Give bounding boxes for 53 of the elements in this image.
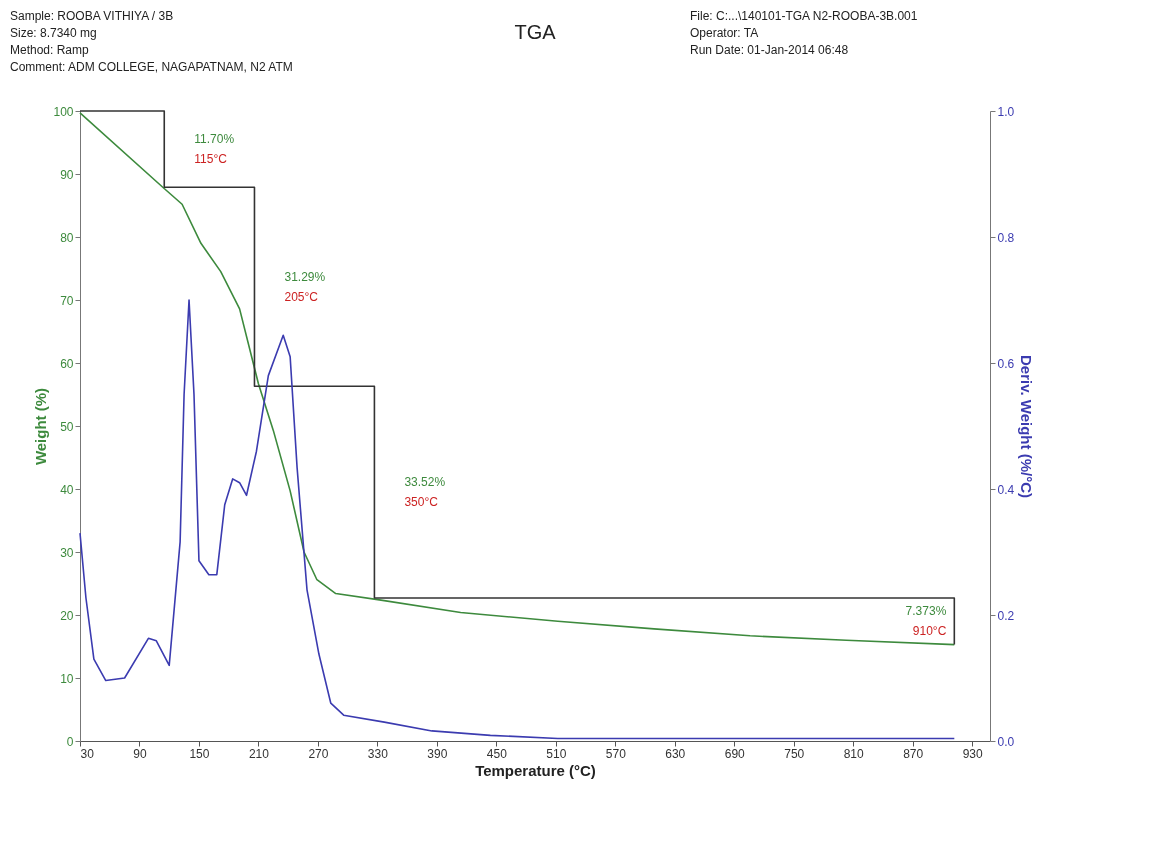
x-tick-label: 570 — [605, 746, 627, 761]
annotation: 910°C — [912, 624, 947, 639]
y-tick-label: 50 — [60, 419, 74, 434]
y-tick-label: 60 — [60, 356, 74, 371]
y2-tick-label: 1.0 — [997, 104, 1015, 119]
x-tick-label: 930 — [962, 746, 983, 761]
annotation: 115°C — [194, 152, 228, 167]
x-tick-label: 90 — [133, 746, 147, 761]
y-tick-label: 0 — [66, 734, 74, 749]
text: Run Date: 01-Jan-2014 06:48 — [690, 43, 849, 57]
x-tick-label: 450 — [486, 746, 508, 761]
x-tick-label: 30 — [80, 746, 95, 761]
x-tick-label: 750 — [784, 746, 805, 761]
y-tick-label: 30 — [60, 545, 74, 560]
annotation: 31.29% — [284, 269, 326, 284]
y-tick-label: 10 — [60, 671, 74, 686]
x-tick-label: 690 — [724, 746, 746, 761]
y-axis-title: Weight (%) — [32, 387, 50, 466]
y-tick-label: 40 — [60, 482, 74, 497]
y-tick-label: 20 — [60, 608, 74, 623]
chart-title: TGA — [514, 21, 557, 43]
y2-tick-label: 0.8 — [997, 230, 1015, 245]
y2-tick-label: 0.6 — [997, 356, 1015, 371]
x-tick-label: 870 — [903, 746, 924, 761]
text: Sample: ROOBA VITHIYA / 3B — [10, 9, 174, 23]
annotation: 33.52% — [404, 475, 446, 490]
x-tick-label: 150 — [189, 746, 210, 761]
text: Size: 8.7340 mg — [10, 26, 97, 40]
text: Operator: TA — [690, 26, 759, 40]
y-tick-label: 80 — [60, 230, 74, 245]
x-tick-label: 330 — [367, 746, 389, 761]
text: File: C:...\140101-TGA N2-ROOBA-3B.001 — [690, 9, 918, 23]
x-tick-label: 510 — [546, 746, 567, 761]
annotation: 350°C — [404, 495, 439, 510]
annotation: 205°C — [284, 289, 319, 304]
y2-tick-label: 0.4 — [997, 482, 1015, 497]
annotation: 11.70% — [194, 132, 235, 147]
x-axis-title: Temperature (°C) — [475, 761, 596, 779]
y-tick-label: 100 — [53, 104, 74, 119]
y2-tick-label: 0.0 — [997, 734, 1015, 749]
x-tick-label: 630 — [665, 746, 686, 761]
x-tick-label: 210 — [248, 746, 270, 761]
y-tick-label: 70 — [60, 293, 74, 308]
x-tick-label: 810 — [843, 746, 865, 761]
x-tick-label: 390 — [427, 746, 448, 761]
text: Comment: ADM COLLEGE, NAGAPATNAM, N2 ATM — [10, 60, 293, 74]
y2-tick-label: 0.2 — [997, 608, 1015, 623]
x-tick-label: 270 — [308, 746, 329, 761]
text: Method: Ramp — [10, 43, 90, 57]
annotation: 7.373% — [905, 604, 947, 619]
line-series — [79, 299, 956, 740]
y-tick-label: 90 — [60, 167, 74, 182]
y2-axis-title: Deriv. Weight (%/°C) — [1018, 355, 1036, 498]
